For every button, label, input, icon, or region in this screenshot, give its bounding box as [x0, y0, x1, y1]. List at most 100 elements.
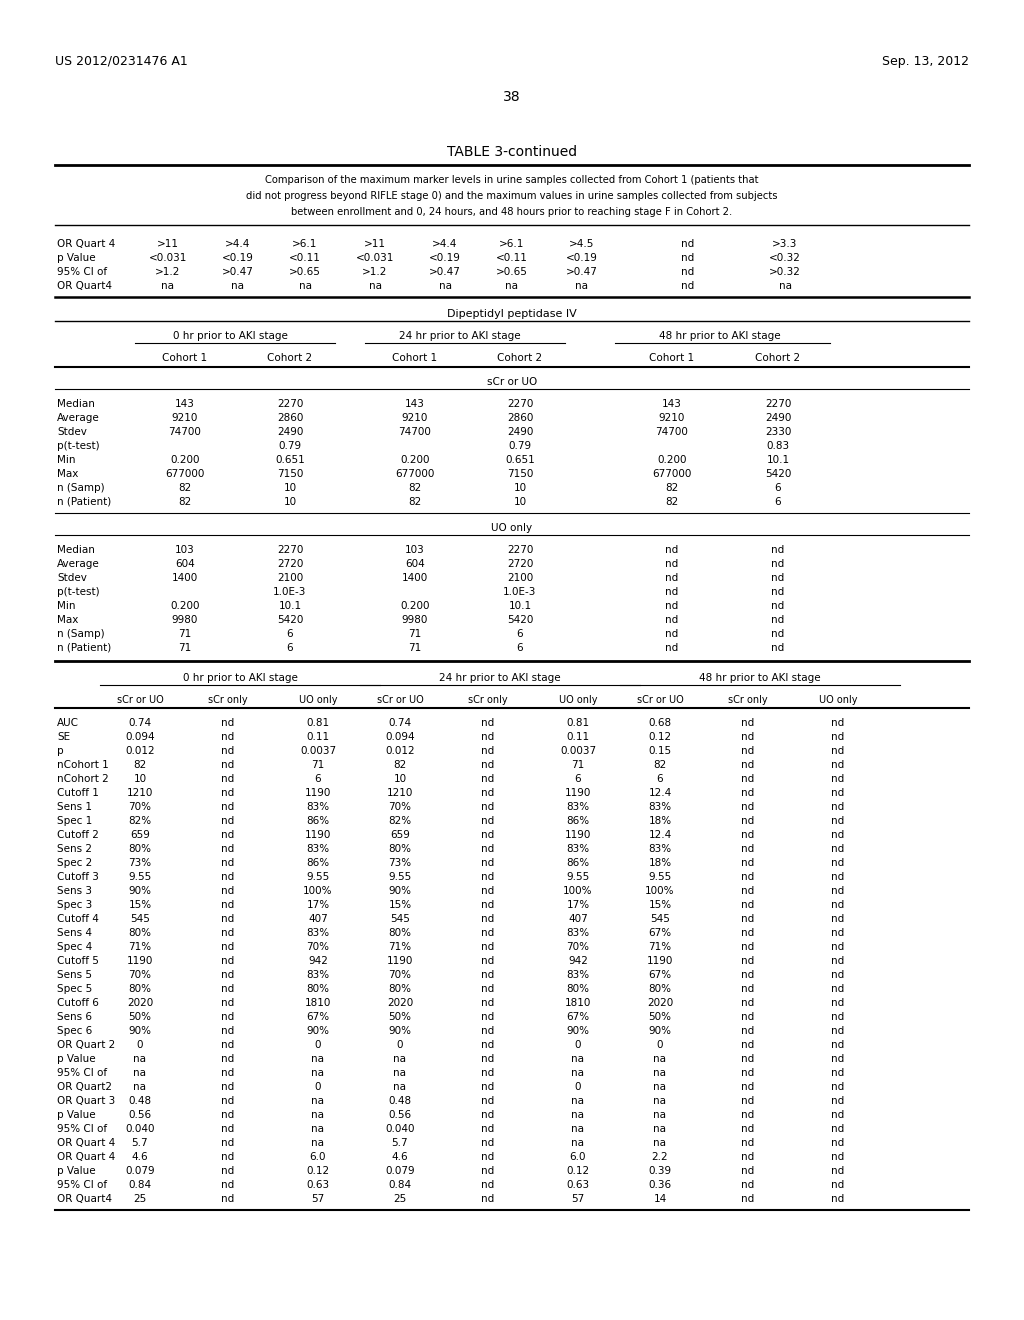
Text: nCohort 2: nCohort 2 [57, 774, 109, 784]
Text: nd: nd [771, 615, 784, 624]
Text: nd: nd [831, 998, 845, 1008]
Text: 18%: 18% [648, 816, 672, 826]
Text: n (Patient): n (Patient) [57, 498, 112, 507]
Text: 0: 0 [314, 1040, 322, 1049]
Text: 1810: 1810 [565, 998, 591, 1008]
Text: nd: nd [221, 1096, 234, 1106]
Text: 0.79: 0.79 [279, 441, 301, 451]
Text: nd: nd [221, 928, 234, 939]
Text: nd: nd [741, 718, 755, 729]
Text: nd: nd [831, 746, 845, 756]
Text: 70%: 70% [128, 970, 152, 979]
Text: nd: nd [481, 1040, 495, 1049]
Text: nd: nd [481, 1053, 495, 1064]
Text: Sens 1: Sens 1 [57, 803, 92, 812]
Text: 0 hr prior to AKI stage: 0 hr prior to AKI stage [173, 331, 288, 341]
Text: 0.48: 0.48 [128, 1096, 152, 1106]
Text: <0.19: <0.19 [429, 253, 461, 263]
Text: nd: nd [831, 733, 845, 742]
Text: nd: nd [831, 1012, 845, 1022]
Text: 4.6: 4.6 [392, 1152, 409, 1162]
Text: 4.6: 4.6 [132, 1152, 148, 1162]
Text: 9210: 9210 [658, 413, 685, 422]
Text: nd: nd [666, 573, 679, 583]
Text: UO only: UO only [492, 523, 532, 533]
Text: 5420: 5420 [276, 615, 303, 624]
Text: 80%: 80% [128, 983, 152, 994]
Text: 0.79: 0.79 [509, 441, 531, 451]
Text: Max: Max [57, 615, 79, 624]
Text: 82: 82 [653, 760, 667, 770]
Text: nd: nd [481, 1012, 495, 1022]
Text: 0.651: 0.651 [275, 455, 305, 465]
Text: na: na [653, 1110, 667, 1119]
Text: 67%: 67% [566, 1012, 590, 1022]
Text: 0.74: 0.74 [128, 718, 152, 729]
Text: 0.56: 0.56 [388, 1110, 412, 1119]
Text: 9.55: 9.55 [388, 873, 412, 882]
Text: >1.2: >1.2 [362, 267, 388, 277]
Text: nd: nd [481, 956, 495, 966]
Text: 0.63: 0.63 [306, 1180, 330, 1191]
Text: p Value: p Value [57, 1110, 95, 1119]
Text: 100%: 100% [303, 886, 333, 896]
Text: 1210: 1210 [387, 788, 414, 799]
Text: 70%: 70% [306, 942, 330, 952]
Text: OR Quart2: OR Quart2 [57, 1082, 112, 1092]
Text: Comparison of the maximum marker levels in urine samples collected from Cohort 1: Comparison of the maximum marker levels … [265, 176, 759, 185]
Text: nd: nd [831, 858, 845, 869]
Text: nd: nd [831, 1180, 845, 1191]
Text: nd: nd [741, 998, 755, 1008]
Text: 10: 10 [513, 498, 526, 507]
Text: 0: 0 [574, 1040, 582, 1049]
Text: nd: nd [831, 913, 845, 924]
Text: 71%: 71% [388, 942, 412, 952]
Text: nd: nd [831, 970, 845, 979]
Text: 6: 6 [775, 498, 781, 507]
Text: nd: nd [481, 1138, 495, 1148]
Text: 5420: 5420 [765, 469, 792, 479]
Text: nd: nd [771, 643, 784, 653]
Text: sCr or UO: sCr or UO [637, 696, 683, 705]
Text: nd: nd [221, 1040, 234, 1049]
Text: nd: nd [741, 803, 755, 812]
Text: 10.1: 10.1 [766, 455, 790, 465]
Text: nd: nd [481, 983, 495, 994]
Text: Cohort 1: Cohort 1 [163, 352, 208, 363]
Text: nd: nd [831, 873, 845, 882]
Text: nd: nd [481, 843, 495, 854]
Text: 1400: 1400 [401, 573, 428, 583]
Text: 12.4: 12.4 [648, 788, 672, 799]
Text: 0.200: 0.200 [657, 455, 687, 465]
Text: 0.0037: 0.0037 [300, 746, 336, 756]
Text: 82: 82 [393, 760, 407, 770]
Text: na: na [393, 1082, 407, 1092]
Text: 82: 82 [178, 498, 191, 507]
Text: nd: nd [221, 830, 234, 840]
Text: na: na [575, 281, 589, 290]
Text: 0: 0 [574, 1082, 582, 1092]
Text: na: na [311, 1096, 325, 1106]
Text: nd: nd [481, 816, 495, 826]
Text: nd: nd [741, 746, 755, 756]
Text: nd: nd [741, 1195, 755, 1204]
Text: sCr only: sCr only [728, 696, 768, 705]
Text: Sens 3: Sens 3 [57, 886, 92, 896]
Text: 0.81: 0.81 [306, 718, 330, 729]
Text: 0.15: 0.15 [648, 746, 672, 756]
Text: Spec 2: Spec 2 [57, 858, 92, 869]
Text: 9210: 9210 [172, 413, 199, 422]
Text: 0.200: 0.200 [170, 601, 200, 611]
Text: nd: nd [221, 983, 234, 994]
Text: 0.63: 0.63 [566, 1180, 590, 1191]
Text: nd: nd [741, 1152, 755, 1162]
Text: nd: nd [481, 788, 495, 799]
Text: 2270: 2270 [765, 399, 792, 409]
Text: 0.84: 0.84 [388, 1180, 412, 1191]
Text: 0.83: 0.83 [766, 441, 790, 451]
Text: Spec 5: Spec 5 [57, 983, 92, 994]
Text: 82: 82 [666, 498, 679, 507]
Text: 2.2: 2.2 [651, 1152, 669, 1162]
Text: 0.094: 0.094 [385, 733, 415, 742]
Text: Cutoff 4: Cutoff 4 [57, 913, 99, 924]
